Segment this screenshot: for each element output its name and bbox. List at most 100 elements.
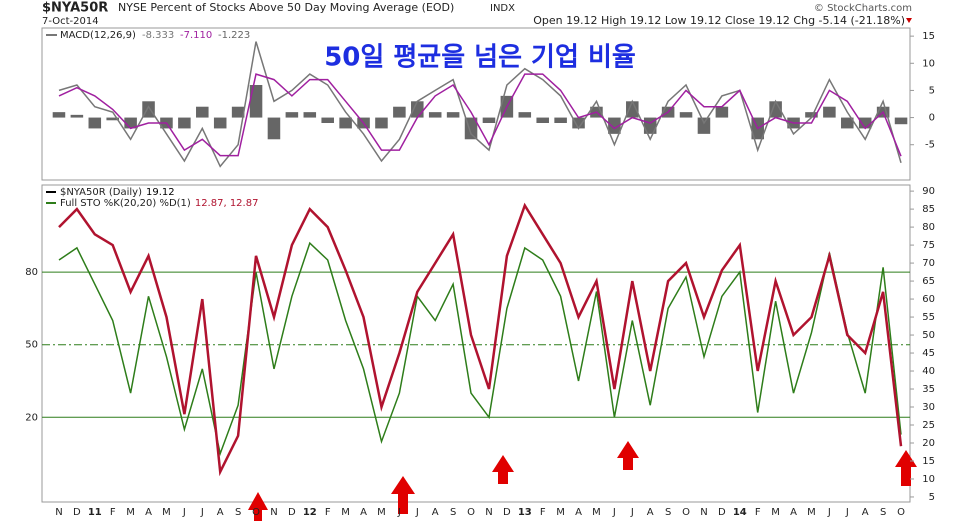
y2-tick-label: 40 bbox=[922, 366, 935, 377]
x-tick-label: O bbox=[682, 507, 690, 518]
x-tick-label: M bbox=[341, 507, 350, 518]
main-panel bbox=[41, 184, 911, 503]
x-tick-label: 14 bbox=[733, 507, 747, 518]
arrow bbox=[617, 441, 639, 470]
histogram-bar bbox=[375, 117, 388, 129]
x-tick-label: F bbox=[540, 507, 546, 518]
histogram-bar bbox=[679, 112, 693, 118]
histogram-bar bbox=[339, 117, 352, 129]
y2-tick-label: 70 bbox=[922, 258, 935, 269]
histogram-bar bbox=[428, 112, 442, 118]
y2-tick-label: 45 bbox=[922, 348, 935, 359]
x-tick-label: A bbox=[862, 507, 869, 518]
x-tick-label: A bbox=[575, 507, 582, 518]
histogram-bar bbox=[70, 114, 84, 118]
x-tick-label: O bbox=[467, 507, 475, 518]
quote: Open 19.12 High 19.12 Low 19.12 Close 19… bbox=[533, 14, 905, 27]
x-tick-label: A bbox=[217, 507, 224, 518]
histogram-bar bbox=[536, 117, 549, 123]
legend-value: -7.110 bbox=[180, 30, 212, 41]
x-tick-label: D bbox=[288, 507, 296, 518]
y-tick-label: 5 bbox=[929, 85, 935, 96]
x-tick-label: S bbox=[665, 507, 671, 518]
histogram-bar bbox=[213, 117, 227, 129]
legend-value: 19.12 bbox=[146, 187, 175, 198]
x-tick-label: O bbox=[252, 507, 260, 518]
histogram-bar bbox=[285, 112, 299, 118]
y2-tick-label: 85 bbox=[922, 204, 935, 215]
legend-value: -8.333 bbox=[142, 30, 174, 41]
x-tick-label: M bbox=[592, 507, 601, 518]
x-tick-label: 11 bbox=[88, 507, 102, 518]
x-tick-label: A bbox=[790, 507, 797, 518]
credit: © StockCharts.com bbox=[814, 3, 912, 14]
arrow bbox=[895, 450, 917, 486]
x-tick-label: J bbox=[415, 507, 419, 518]
histogram-bar bbox=[231, 106, 245, 118]
symbol: $NYA50R bbox=[42, 1, 108, 16]
y-tick-label: 10 bbox=[922, 58, 935, 69]
y2-tick-label: 35 bbox=[922, 384, 935, 395]
x-tick-label: D bbox=[718, 507, 726, 518]
x-tick-label: A bbox=[360, 507, 367, 518]
x-tick-label: S bbox=[450, 507, 456, 518]
date: 7-Oct-2014 bbox=[42, 16, 99, 27]
y-tick-label: 15 bbox=[922, 31, 935, 42]
x-tick-label: J bbox=[630, 507, 634, 518]
histogram-bar bbox=[554, 117, 567, 123]
arrow bbox=[492, 455, 514, 484]
histogram-bar bbox=[124, 117, 137, 129]
x-tick-label: N bbox=[485, 507, 492, 518]
x-tick-label: N bbox=[700, 507, 707, 518]
x-tick-label: D bbox=[73, 507, 81, 518]
x-tick-label: J bbox=[200, 507, 204, 518]
down-marker bbox=[906, 18, 912, 23]
x-tick-label: M bbox=[771, 507, 780, 518]
y-tick-label: -5 bbox=[925, 140, 935, 151]
x-tick-label: 13 bbox=[518, 507, 532, 518]
y2-tick-label: 5 bbox=[929, 492, 935, 503]
arrows bbox=[248, 441, 917, 521]
x-tick-label: J bbox=[827, 507, 831, 518]
y2-tick-label: 10 bbox=[922, 474, 935, 485]
histogram-bar bbox=[321, 117, 334, 123]
y2-tick-label: 25 bbox=[922, 420, 935, 431]
x-tick-label: N bbox=[270, 507, 277, 518]
macd-panel bbox=[41, 27, 911, 181]
annotation: 50일 평균을 넘은 기업 비율 bbox=[324, 43, 636, 73]
y2-tick-label: 50 bbox=[922, 330, 935, 341]
histogram-bar bbox=[769, 101, 782, 118]
y2-tick-label: 90 bbox=[922, 186, 935, 197]
histogram-bar bbox=[249, 85, 263, 118]
x-tick-label: A bbox=[432, 507, 439, 518]
histogram-bar bbox=[894, 117, 908, 125]
series-line bbox=[58, 241, 902, 457]
histogram-bar bbox=[608, 117, 621, 134]
macd-line bbox=[58, 41, 902, 168]
x-tick-label: F bbox=[325, 507, 331, 518]
y2-tick-label: 75 bbox=[922, 240, 935, 251]
legend-value: -1.223 bbox=[218, 30, 250, 41]
histogram-bar bbox=[52, 112, 66, 118]
x-tick-label: A bbox=[145, 507, 152, 518]
x-tick-label: 12 bbox=[303, 507, 317, 518]
chart-title: NYSE Percent of Stocks Above 50 Day Movi… bbox=[118, 1, 454, 14]
x-tick-label: J bbox=[612, 507, 616, 518]
x-tick-label: J bbox=[397, 507, 401, 518]
x-tick-label: J bbox=[845, 507, 849, 518]
histogram-bar bbox=[805, 112, 818, 118]
x-tick-label: O bbox=[897, 507, 905, 518]
series-line bbox=[58, 202, 903, 477]
legend-name: $NYA50R (Daily) bbox=[60, 187, 142, 198]
arrow bbox=[391, 476, 415, 514]
y-tick-label: 80 bbox=[25, 267, 38, 278]
x-tick-label: M bbox=[807, 507, 816, 518]
y2-tick-label: 55 bbox=[922, 312, 935, 323]
x-tick-label: F bbox=[755, 507, 761, 518]
histogram-bar bbox=[393, 106, 406, 118]
y-tick-label: 0 bbox=[929, 113, 935, 124]
y2-tick-label: 20 bbox=[922, 438, 935, 449]
y2-tick-label: 65 bbox=[922, 276, 935, 287]
